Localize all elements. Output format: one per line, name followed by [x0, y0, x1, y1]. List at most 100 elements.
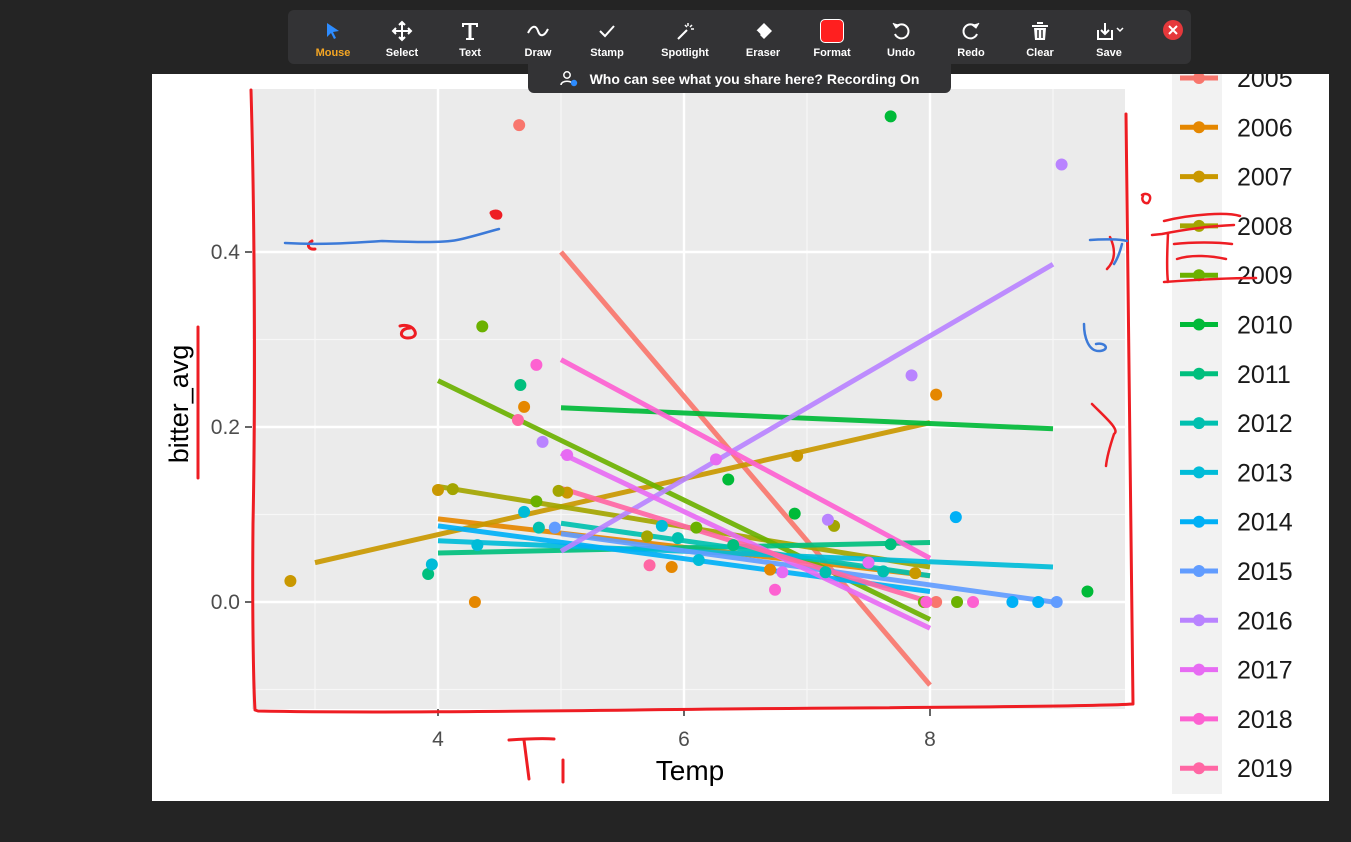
red-scribble-mid [306, 239, 417, 340]
download-save-icon [1092, 18, 1126, 44]
draw-tool-button[interactable]: Draw [504, 10, 572, 64]
y-axis-title: bitter_avg [164, 345, 194, 464]
spotlight-tool-button[interactable]: Spotlight [651, 10, 719, 64]
text-tool-button[interactable]: Text [436, 10, 504, 64]
color-swatch-icon [820, 18, 844, 44]
data-point [641, 530, 654, 543]
shared-screen: 4 6 8 0.0 0.2 0.4 Temp bitter_avg 2005 20… [152, 74, 1329, 801]
trash-icon [1029, 18, 1051, 44]
draw-tool-label: Draw [524, 47, 552, 59]
data-point [671, 532, 684, 545]
legend-label: 2008 [1237, 213, 1293, 241]
data-point [769, 583, 782, 596]
data-point [909, 567, 922, 580]
y-tick-label: 0.0 [211, 591, 240, 614]
data-point [884, 110, 897, 123]
undo-button[interactable]: Undo [867, 10, 935, 64]
blue-scribble-left [283, 227, 501, 246]
legend-label: 2018 [1237, 706, 1293, 734]
legend-key-point [1193, 466, 1205, 479]
recording-banner-text: Who can see what you share here? Recordi… [589, 70, 920, 87]
legend-label: 2011 [1237, 361, 1291, 389]
red-scribble-dot [489, 209, 503, 220]
legend-key-point [1193, 170, 1205, 183]
y-tick-labels: 0.0 0.2 0.4 [211, 241, 241, 614]
format-tool-button[interactable]: Format [798, 10, 866, 64]
data-point [518, 400, 531, 413]
data-point [471, 539, 484, 552]
undo-arrow-icon [890, 18, 912, 44]
data-point [920, 596, 933, 608]
legend-label: 2007 [1237, 164, 1293, 192]
select-tool-button[interactable]: Select [368, 10, 436, 64]
text-t-icon [459, 18, 481, 44]
regression-line [559, 250, 932, 687]
legend-label: 2009 [1237, 262, 1293, 290]
data-point [513, 119, 526, 132]
data-point [536, 435, 549, 448]
mouse-tool-label: Mouse [315, 47, 351, 59]
legend-key-point [1193, 121, 1205, 134]
data-point [905, 369, 918, 382]
data-point [446, 483, 459, 496]
legend-label: 2014 [1237, 509, 1293, 537]
legend-label: 2015 [1237, 558, 1293, 586]
legend-key-point [1193, 219, 1205, 232]
move-arrows-icon [391, 18, 413, 44]
data-point [561, 449, 574, 461]
data-point [643, 559, 656, 572]
data-point [1081, 585, 1094, 598]
regression-line [559, 357, 932, 561]
clear-button[interactable]: Clear [1006, 10, 1074, 64]
data-point [518, 505, 531, 518]
data-point [532, 521, 545, 534]
select-tool-label: Select [385, 47, 419, 59]
legend-key-point [1193, 614, 1205, 627]
data-point [709, 453, 722, 466]
legend-label: 2012 [1237, 410, 1293, 438]
data-point [552, 484, 565, 497]
data-point [655, 519, 668, 532]
data-point [862, 556, 875, 569]
legend-key-point [1193, 318, 1205, 331]
text-tool-label: Text [459, 47, 481, 59]
close-toolbar-button[interactable] [1163, 20, 1183, 40]
data-point [665, 561, 678, 573]
red-scribble-right [1090, 192, 1258, 468]
data-point [432, 484, 444, 496]
data-point [1006, 596, 1019, 608]
legend-label: 2010 [1237, 312, 1293, 340]
data-point [951, 596, 964, 608]
scatter-chart: 4 6 8 0.0 0.2 0.4 Temp bitter_avg 200520… [164, 74, 1293, 794]
data-point [476, 320, 489, 333]
data-point [1055, 158, 1068, 171]
ink-annotations [196, 88, 1258, 784]
regression-line [437, 540, 931, 556]
data-point [284, 575, 297, 587]
recording-banner[interactable]: Who can see what you share here? Recordi… [528, 64, 951, 93]
x-tick-label: 8 [924, 728, 936, 751]
stamp-tool-button[interactable]: Stamp [573, 10, 641, 64]
save-label: Save [1096, 47, 1122, 59]
data-point [819, 566, 832, 579]
legend-key-point [1193, 367, 1205, 380]
user-privacy-icon [559, 70, 578, 88]
eraser-tool-button[interactable]: Eraser [729, 10, 797, 64]
regression-line [437, 523, 931, 594]
data-point [776, 566, 789, 579]
data-point [514, 379, 527, 391]
data-point [930, 596, 943, 608]
legend-key-point [1193, 762, 1205, 775]
data-point [511, 414, 524, 426]
redo-button[interactable]: Redo [937, 10, 1005, 64]
data-point [422, 568, 435, 580]
mouse-tool-button[interactable]: Mouse [299, 10, 367, 64]
save-button[interactable]: Save [1075, 10, 1143, 64]
cursor-arrow-icon [322, 18, 344, 44]
data-point [764, 563, 777, 576]
legend-label: 2017 [1237, 657, 1293, 685]
legend-key-point [1193, 712, 1205, 725]
legend-key-point [1193, 417, 1205, 430]
data-point [884, 538, 897, 551]
regression-line [559, 262, 1055, 554]
